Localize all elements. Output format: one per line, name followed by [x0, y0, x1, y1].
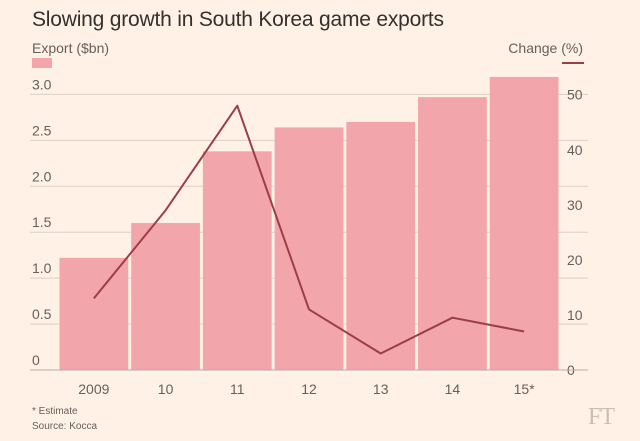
left-tick-label: 1.0: [32, 260, 52, 276]
legend-line-swatch: [562, 62, 584, 64]
right-tick-label: 10: [567, 307, 583, 323]
right-tick-label: 50: [567, 87, 583, 103]
left-tick-label: 2.0: [32, 168, 52, 184]
source-note: Source: Kocca: [32, 421, 98, 432]
bar: [346, 121, 416, 370]
left-axis-label: Export ($bn): [32, 40, 110, 56]
legend-bar-swatch: [32, 58, 52, 68]
left-tick-label: 0.5: [32, 306, 52, 322]
bar: [418, 97, 487, 370]
x-tick-label: 11: [230, 381, 245, 397]
right-tick-label: 20: [567, 252, 583, 268]
chart-title: Slowing growth in South Korea game expor…: [32, 8, 444, 31]
x-tick-label: 15*: [514, 381, 536, 397]
bar: [131, 223, 200, 370]
ft-logo: FT: [587, 404, 615, 430]
bar: [59, 257, 129, 370]
left-tick-label: 0: [32, 352, 40, 368]
x-tick-label: 12: [301, 381, 317, 397]
left-tick-label: 3.0: [32, 76, 52, 92]
right-tick-label: 40: [567, 142, 583, 158]
x-tick-label: 10: [158, 381, 174, 397]
left-tick-label: 1.5: [32, 214, 52, 230]
x-tick-label: 13: [373, 381, 389, 397]
left-tick-label: 2.5: [32, 122, 52, 138]
x-tick-label: 2009: [78, 381, 109, 397]
x-tick-label: 14: [445, 381, 461, 397]
right-axis-label: Change (%): [508, 40, 583, 56]
right-tick-label: 30: [567, 197, 583, 213]
bar: [489, 76, 559, 370]
footnote: * Estimate: [32, 406, 78, 417]
bar: [274, 127, 344, 370]
bar: [202, 151, 272, 370]
